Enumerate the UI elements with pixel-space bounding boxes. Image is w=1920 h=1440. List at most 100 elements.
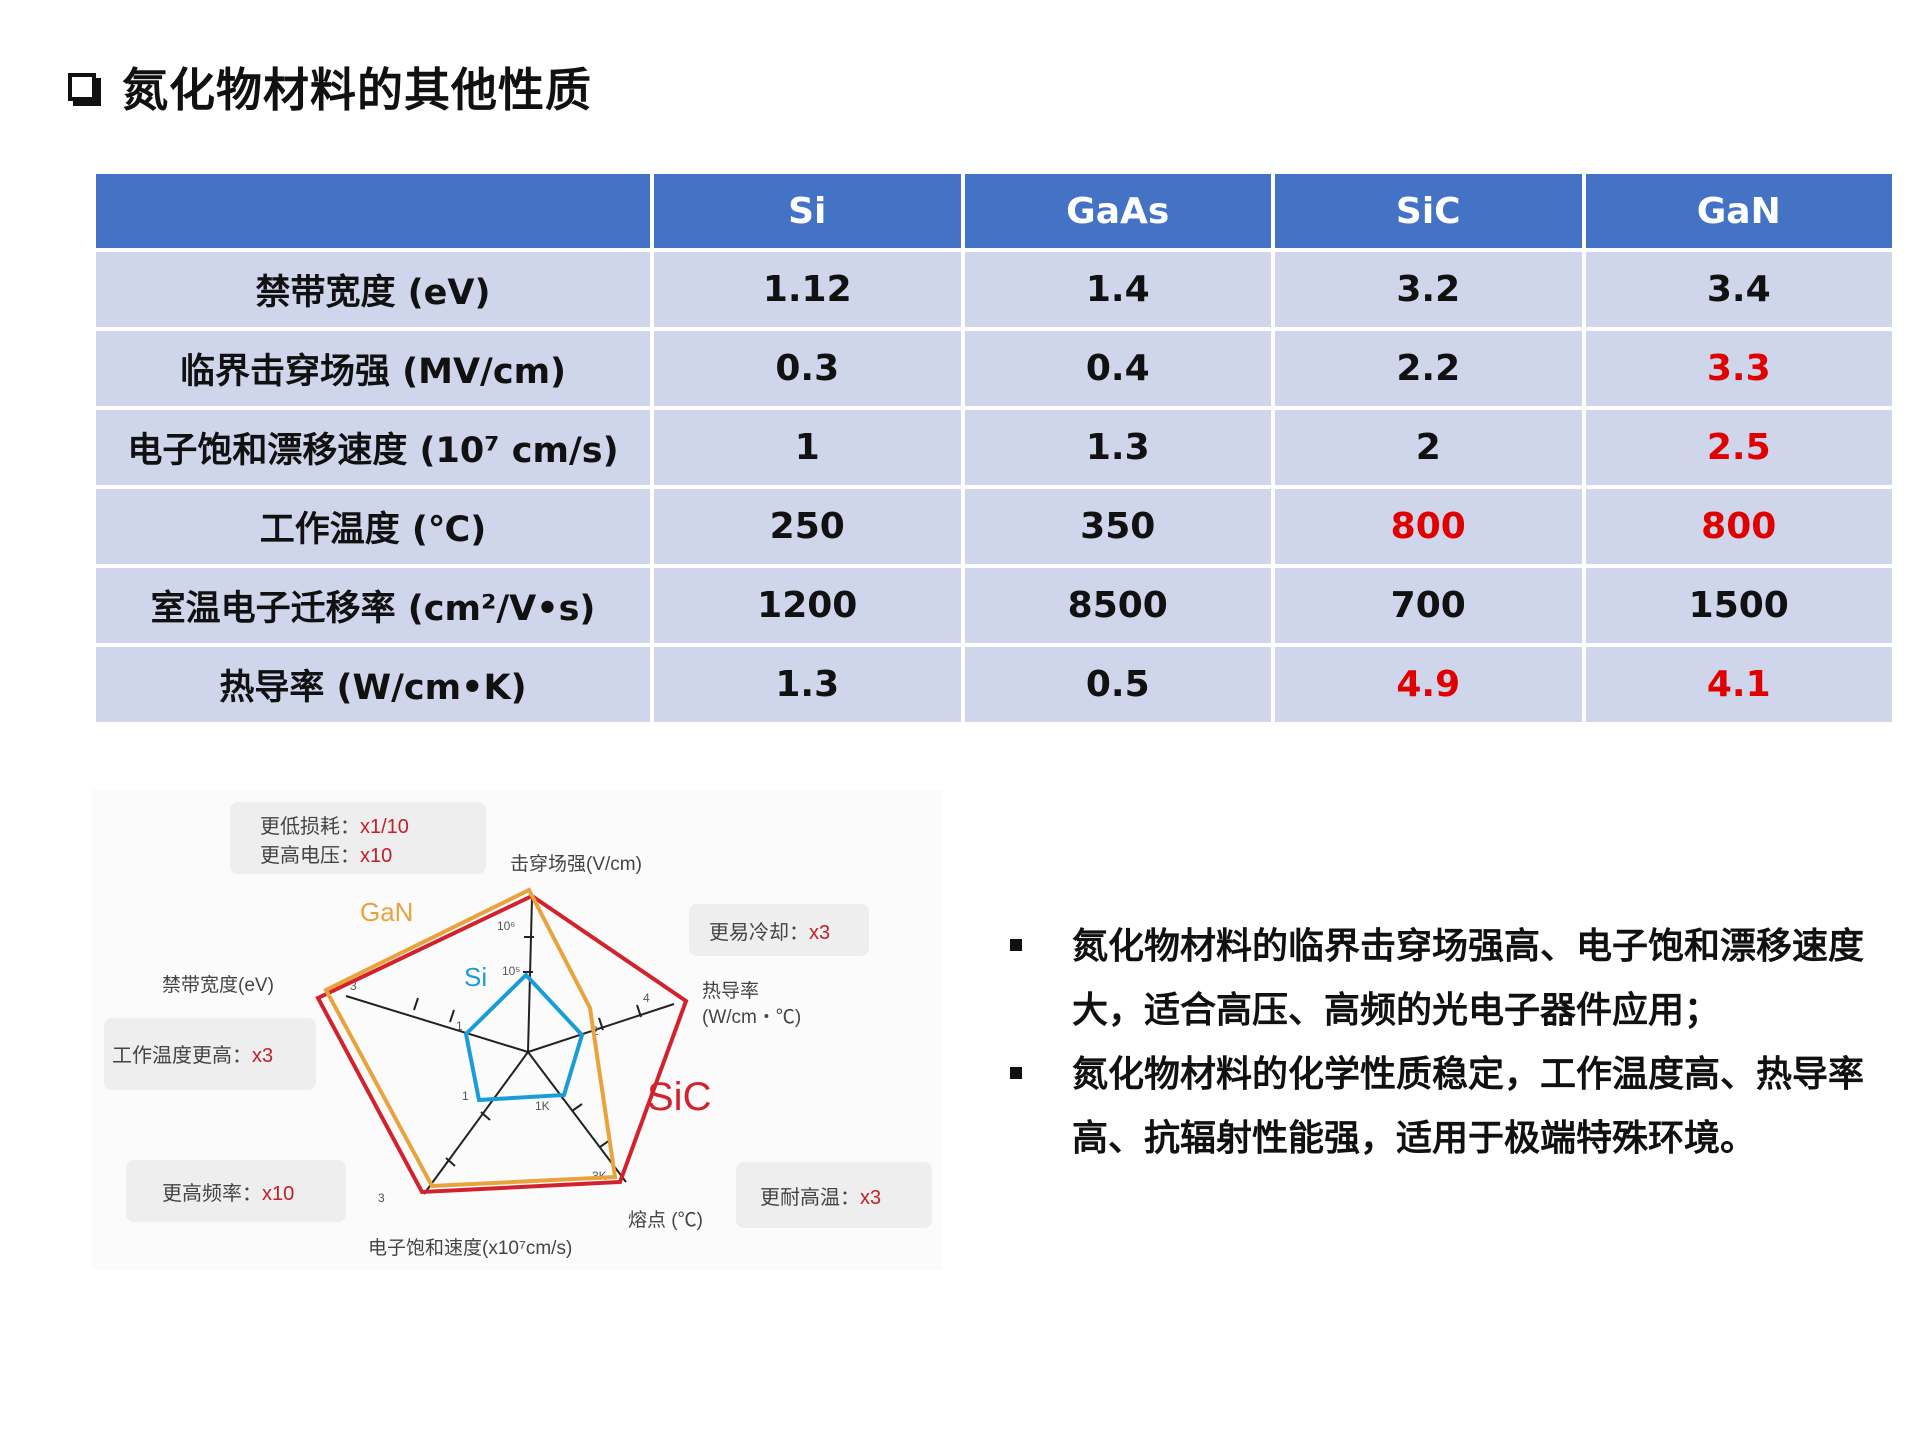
- table-cell: 3.3: [1585, 331, 1892, 406]
- table-cell: 350: [964, 489, 1271, 564]
- radar-axes: [345, 897, 675, 1195]
- row-label: 禁带宽度 (eV): [96, 252, 650, 327]
- axis-line: [423, 1051, 529, 1195]
- axis-ticks: [413, 936, 642, 1167]
- table-cell: 700: [1275, 568, 1582, 643]
- table-cell: 1.3: [654, 647, 961, 722]
- note-text: 氮化物材料的化学性质稳定，工作温度高、热导率高、抗辐射性能强，适用于极端特殊环境…: [1072, 1054, 1865, 1159]
- radar-chart: 更低损耗：x1/10 更高电压：x10 更易冷却：x3 工作温度更高：x3 更高…: [92, 790, 942, 1270]
- callout-loss-line1-label: 更低损耗：: [260, 815, 360, 838]
- svg-text:更高电压：x10: 更高电压：x10: [260, 844, 392, 867]
- table-cell: 3.2: [1275, 252, 1582, 327]
- svg-text:工作温度更高：x3: 工作温度更高：x3: [112, 1044, 273, 1067]
- callout-heat-label: 更耐高温：: [760, 1186, 860, 1209]
- page-title: 氮化物材料的其他性质: [122, 63, 592, 117]
- axis-line: [527, 897, 533, 1053]
- callout-loss-line1-value: x1/10: [360, 816, 409, 838]
- row-label: 热导率 (W/cm•K): [96, 647, 650, 722]
- table-cell: 800: [1585, 489, 1892, 564]
- table-cell: 250: [654, 489, 961, 564]
- callout-temp-label: 工作温度更高：: [112, 1044, 252, 1067]
- callout-freq-value: x10: [262, 1183, 294, 1205]
- tick-label: 1K: [535, 1099, 550, 1113]
- list-item: 氮化物材料的化学性质稳定，工作温度高、热导率高、抗辐射性能强，适用于极端特殊环境…: [1010, 1043, 1890, 1171]
- checkbox-bullet-icon: [68, 73, 96, 101]
- svg-text:更高频率：x10: 更高频率：x10: [162, 1182, 294, 1205]
- axis-label-breakdown: 击穿场强(V/cm): [510, 853, 642, 875]
- table-cell: 0.3: [654, 331, 961, 406]
- table-header-cell: Si: [654, 174, 961, 248]
- page-title-block: 氮化物材料的其他性质: [68, 52, 592, 122]
- tick-label: 10⁵: [502, 964, 520, 978]
- callout-cooling-value: x3: [809, 922, 830, 944]
- tick-label: 10⁶: [497, 919, 515, 933]
- square-bullet-icon: [1010, 1067, 1022, 1079]
- tick-label: 3: [350, 979, 357, 993]
- row-label: 电子饱和漂移速度 (10⁷ cm/s): [96, 410, 650, 485]
- svg-text:更易冷却：x3: 更易冷却：x3: [709, 921, 830, 944]
- notes-list: 氮化物材料的临界击穿场强高、电子饱和漂移速度大，适合高压、高频的光电子器件应用；…: [1010, 915, 1890, 1171]
- axis-label-saturation: 电子饱和速度(x10⁷cm/s): [368, 1237, 572, 1259]
- callout-box-temp: [104, 1018, 316, 1090]
- callout-box-loss: [230, 802, 486, 874]
- tick-label: 4: [643, 991, 650, 1005]
- table-row: 禁带宽度 (eV) 1.12 1.4 3.2 3.4: [96, 252, 1892, 327]
- radar-series-gan: [323, 887, 618, 1189]
- list-item: 氮化物材料的临界击穿场强高、电子饱和漂移速度大，适合高压、高频的光电子器件应用；: [1010, 915, 1890, 1043]
- table-cell: 1: [654, 410, 961, 485]
- table-cell: 8500: [964, 568, 1271, 643]
- square-bullet-icon: [1010, 939, 1022, 951]
- callout-heat-value: x3: [860, 1187, 881, 1209]
- table-row: 临界击穿场强 (MV/cm) 0.3 0.4 2.2 3.3: [96, 331, 1892, 406]
- table-header-cell: GaN: [1585, 174, 1892, 248]
- callout-box-freq: [126, 1160, 346, 1222]
- table-cell: 0.4: [964, 331, 1271, 406]
- axis-label-thermal-line1: 热导率: [702, 980, 759, 1002]
- tick-label: 1: [456, 1019, 463, 1033]
- callout-box-cooling: [689, 904, 869, 956]
- table-header-cell: SiC: [1275, 174, 1582, 248]
- table-cell: 1.12: [654, 252, 961, 327]
- table-header-cell: GaAs: [964, 174, 1271, 248]
- table-cell: 3.4: [1585, 252, 1892, 327]
- svg-text:更耐高温：x3: 更耐高温：x3: [760, 1186, 881, 1209]
- table-cell: 2: [1275, 410, 1582, 485]
- table-cell: 2.5: [1585, 410, 1892, 485]
- axis-label-thermal: 热导率 (W/cm・℃): [702, 980, 801, 1028]
- callout-loss-line2-label: 更高电压：: [260, 844, 360, 867]
- table-row: 室温电子迁移率 (cm²/V•s) 1200 8500 700 1500: [96, 568, 1892, 643]
- series-label-gan: GaN: [360, 897, 413, 927]
- table-cell: 800: [1275, 489, 1582, 564]
- radar-series-si: [463, 972, 585, 1103]
- table-row: 电子饱和漂移速度 (10⁷ cm/s) 1 1.3 2 2.5: [96, 410, 1892, 485]
- table-row: 工作温度 (℃) 250 350 800 800: [96, 489, 1892, 564]
- table-cell: 1.4: [964, 252, 1271, 327]
- table-cell: 4.1: [1585, 647, 1892, 722]
- callout-loss-line2-value: x10: [360, 845, 392, 867]
- radar-series-sic: [315, 893, 689, 1195]
- callout-temp-value: x3: [252, 1045, 273, 1067]
- series-label-si: Si: [464, 962, 487, 992]
- axis-label-melting: 熔点 (℃): [628, 1209, 703, 1231]
- row-label: 临界击穿场强 (MV/cm): [96, 331, 650, 406]
- table-header-row: Si GaAs SiC GaN: [96, 174, 1892, 248]
- row-label: 工作温度 (℃): [96, 489, 650, 564]
- tick-label: 1: [462, 1089, 469, 1103]
- table-cell: 4.9: [1275, 647, 1582, 722]
- axis-label-bandgap: 禁带宽度(eV): [162, 974, 274, 996]
- callout-cooling-label: 更易冷却：: [709, 921, 809, 944]
- tick-label: 3: [378, 1191, 385, 1205]
- table-row: 热导率 (W/cm•K) 1.3 0.5 4.9 4.1: [96, 647, 1892, 722]
- table-cell: 1200: [654, 568, 961, 643]
- table-cell: 0.5: [964, 647, 1271, 722]
- svg-text:更低损耗：x1/10: 更低损耗：x1/10: [260, 815, 409, 838]
- axis-label-thermal-line2: (W/cm・℃): [702, 1007, 801, 1028]
- axis-line: [527, 1003, 675, 1053]
- tick-label: 2: [592, 1024, 599, 1038]
- table-cell: 1500: [1585, 568, 1892, 643]
- properties-table: Si GaAs SiC GaN 禁带宽度 (eV) 1.12 1.4 3.2 3.4 临界…: [92, 170, 1896, 726]
- table-header-cell: [96, 174, 650, 248]
- table-cell: 2.2: [1275, 331, 1582, 406]
- table-cell: 1.3: [964, 410, 1271, 485]
- row-label: 室温电子迁移率 (cm²/V•s): [96, 568, 650, 643]
